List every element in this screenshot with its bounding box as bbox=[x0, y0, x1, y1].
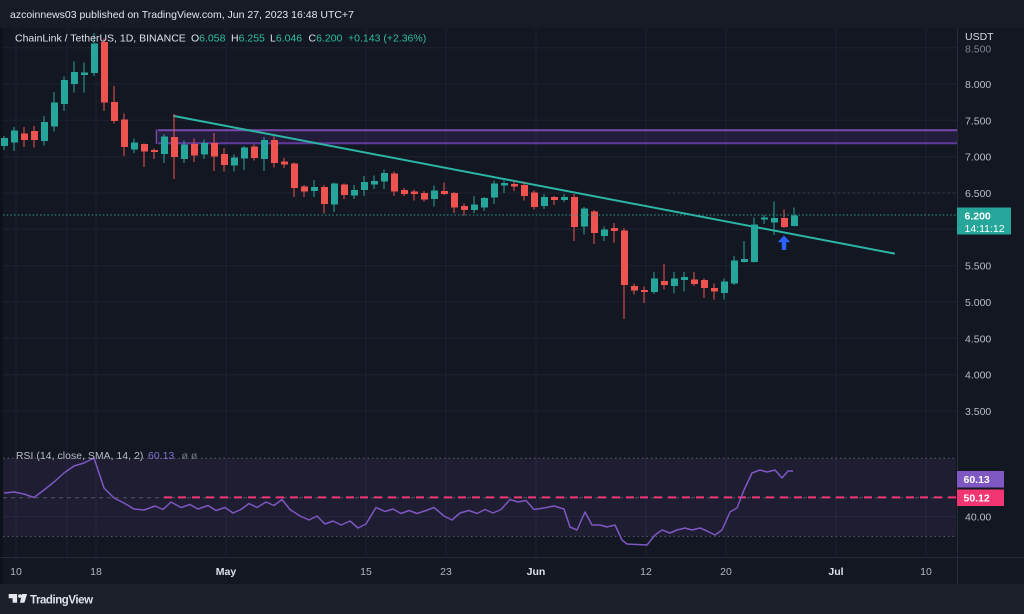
svg-text:5.500: 5.500 bbox=[965, 261, 991, 273]
svg-text:L6.046: L6.046 bbox=[270, 33, 302, 45]
svg-text:60.13: 60.13 bbox=[964, 474, 990, 486]
svg-text:TradingView: TradingView bbox=[30, 595, 93, 607]
svg-text:23: 23 bbox=[440, 566, 452, 578]
svg-text:10: 10 bbox=[10, 566, 22, 578]
svg-text:Jun: Jun bbox=[527, 566, 546, 578]
svg-text:+0.143 (+2.36%): +0.143 (+2.36%) bbox=[348, 33, 426, 45]
svg-text:8.500: 8.500 bbox=[965, 44, 991, 56]
svg-text:6.200: 6.200 bbox=[965, 211, 991, 223]
svg-text:50.12: 50.12 bbox=[964, 493, 990, 505]
svg-text:May: May bbox=[216, 566, 237, 578]
svg-text:H6.255: H6.255 bbox=[231, 33, 265, 45]
svg-text:ChainLink / TetherUS, 1D, BINA: ChainLink / TetherUS, 1D, BINANCE bbox=[15, 33, 186, 45]
svg-text:14:11:12: 14:11:12 bbox=[965, 223, 1005, 235]
svg-text:15: 15 bbox=[360, 566, 372, 578]
svg-text:5.000: 5.000 bbox=[965, 297, 991, 309]
svg-text:4.500: 4.500 bbox=[965, 333, 991, 345]
svg-text:O6.058: O6.058 bbox=[191, 33, 226, 45]
svg-text:6.500: 6.500 bbox=[965, 188, 991, 200]
svg-text:3.500: 3.500 bbox=[965, 406, 991, 418]
svg-text:20: 20 bbox=[720, 566, 732, 578]
svg-text:ø ø: ø ø bbox=[182, 450, 198, 462]
svg-text:60.13: 60.13 bbox=[148, 450, 174, 462]
svg-text:RSI (14, close, SMA, 14, 2): RSI (14, close, SMA, 14, 2) bbox=[16, 451, 143, 462]
svg-text:azcoinnews03 published on Trad: azcoinnews03 published on TradingView.co… bbox=[10, 9, 354, 21]
svg-text:18: 18 bbox=[90, 566, 102, 578]
svg-text:10: 10 bbox=[920, 566, 932, 578]
svg-text:Jul: Jul bbox=[828, 566, 843, 578]
svg-text:7.500: 7.500 bbox=[965, 115, 991, 127]
svg-text:4.000: 4.000 bbox=[965, 370, 991, 382]
svg-text:40.00: 40.00 bbox=[965, 512, 991, 524]
svg-text:USDT: USDT bbox=[965, 31, 994, 43]
svg-text:12: 12 bbox=[640, 566, 652, 578]
svg-text:8.000: 8.000 bbox=[965, 79, 991, 91]
svg-text:7.000: 7.000 bbox=[965, 152, 991, 164]
svg-text:C6.200: C6.200 bbox=[309, 33, 343, 45]
